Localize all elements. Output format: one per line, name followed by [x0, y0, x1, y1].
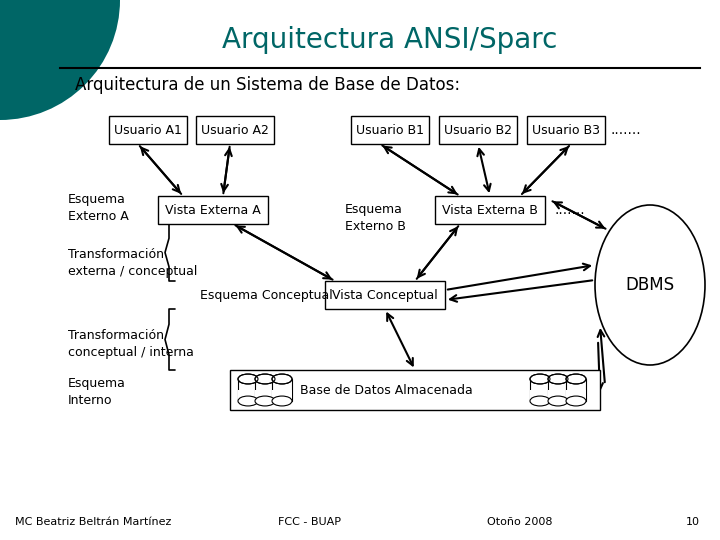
Ellipse shape [238, 374, 258, 384]
FancyBboxPatch shape [158, 196, 268, 224]
Text: Vista Externa A: Vista Externa A [165, 204, 261, 217]
Text: Usuario B3: Usuario B3 [532, 124, 600, 137]
Text: DBMS: DBMS [626, 276, 675, 294]
FancyBboxPatch shape [196, 116, 274, 144]
Text: Esquema
Externo B: Esquema Externo B [345, 203, 406, 233]
Text: Vista Externa B: Vista Externa B [442, 204, 538, 217]
Bar [255, 390, 275, 401]
FancyBboxPatch shape [439, 116, 517, 144]
Ellipse shape [272, 396, 292, 406]
Text: Usuario B2: Usuario B2 [444, 124, 512, 137]
Bar [238, 379, 258, 401]
Ellipse shape [595, 205, 705, 365]
Text: Usuario A2: Usuario A2 [201, 124, 269, 137]
Ellipse shape [255, 374, 275, 384]
Bar [548, 379, 568, 401]
Ellipse shape [255, 396, 275, 406]
Ellipse shape [566, 374, 586, 384]
Text: Vista Conceptual: Vista Conceptual [332, 288, 438, 301]
Text: Usuario A1: Usuario A1 [114, 124, 182, 137]
Text: .......: ....... [610, 123, 641, 137]
Ellipse shape [530, 374, 550, 384]
Ellipse shape [566, 396, 586, 406]
Text: Base de Datos Almacenada: Base de Datos Almacenada [300, 383, 473, 396]
Wedge shape [0, 0, 120, 120]
Text: Otoño 2008: Otoño 2008 [487, 517, 553, 527]
Bar [566, 379, 586, 401]
FancyBboxPatch shape [230, 370, 600, 410]
FancyBboxPatch shape [109, 116, 187, 144]
Text: 10: 10 [686, 517, 700, 527]
Text: Esquema
Interno: Esquema Interno [68, 377, 126, 407]
Text: Transformación
externa / conceptual: Transformación externa / conceptual [68, 248, 197, 278]
Bar [548, 390, 568, 401]
FancyBboxPatch shape [435, 196, 545, 224]
Text: Transformación
conceptual / interna: Transformación conceptual / interna [68, 329, 194, 359]
Bar [272, 390, 292, 401]
Bar [238, 390, 258, 401]
Bar [255, 379, 275, 401]
FancyBboxPatch shape [325, 281, 445, 309]
Ellipse shape [272, 374, 292, 384]
Bar [272, 379, 292, 401]
FancyBboxPatch shape [351, 116, 429, 144]
Bar [530, 379, 550, 401]
Ellipse shape [548, 396, 568, 406]
Bar [566, 390, 586, 401]
Text: Arquitectura ANSI/Sparc: Arquitectura ANSI/Sparc [222, 26, 558, 54]
Text: .......: ....... [555, 203, 585, 217]
Ellipse shape [238, 396, 258, 406]
Ellipse shape [548, 374, 568, 384]
Text: MC Beatriz Beltrán Martínez: MC Beatriz Beltrán Martínez [15, 517, 171, 527]
Text: Arquitectura de un Sistema de Base de Datos:: Arquitectura de un Sistema de Base de Da… [75, 76, 460, 94]
Text: Esquema
Externo A: Esquema Externo A [68, 193, 129, 223]
Text: Esquema Conceptual: Esquema Conceptual [200, 288, 333, 301]
Ellipse shape [530, 396, 550, 406]
Bar [530, 390, 550, 401]
Text: Usuario B1: Usuario B1 [356, 124, 424, 137]
FancyBboxPatch shape [527, 116, 605, 144]
Text: FCC - BUAP: FCC - BUAP [279, 517, 341, 527]
